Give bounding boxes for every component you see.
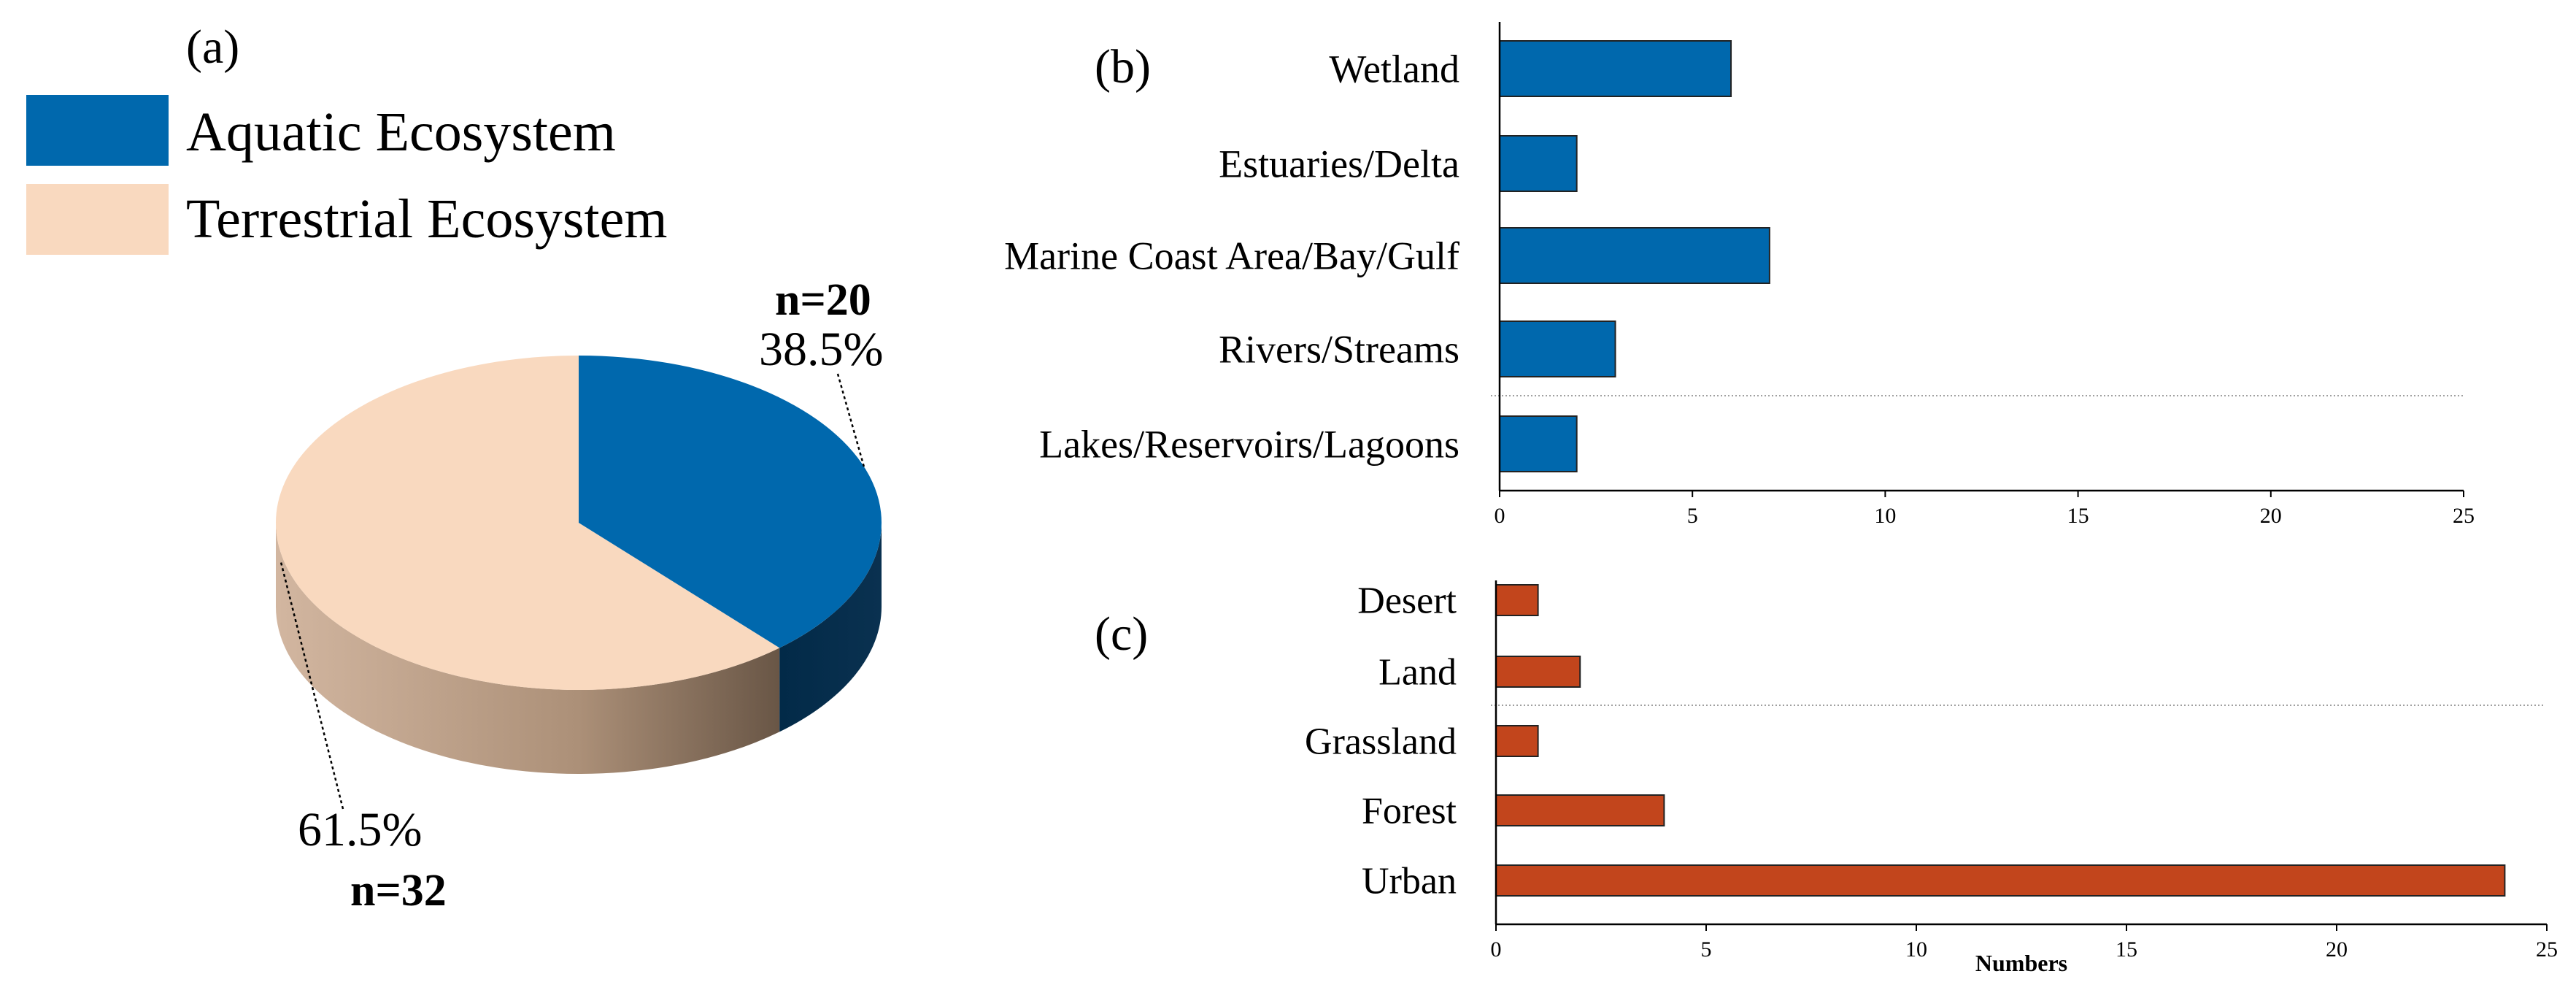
c-tick-label: 10 [1905, 937, 1927, 962]
c-bar-forest [1495, 794, 1665, 826]
pie-percent-label-terrestrial: 61.5% [298, 803, 422, 856]
legend-label-terrestrial: Terrestrial Ecosystem [186, 188, 667, 250]
c-category-label: Desert [1357, 580, 1457, 622]
b-tick-label: 0 [1495, 504, 1505, 528]
b-category-label: Marine Coast Area/Bay/Gulf [1004, 234, 1459, 277]
b-category-label: Lakes/Reservoirs/Lagoons [1039, 422, 1459, 466]
c-tick-label: 0 [1491, 937, 1502, 962]
panel-c-label: (c) [1095, 607, 1148, 661]
chart-c-xlabel: Numbers [1975, 950, 2067, 976]
b-tick-label: 5 [1687, 504, 1698, 528]
legend-swatch-aquatic [26, 95, 169, 166]
pie-n-label-aquatic: n=20 [775, 275, 871, 325]
panel-a-label: (a) [186, 20, 239, 74]
c-tick-label: 5 [1701, 937, 1712, 962]
pie-leader-terrestrial [279, 561, 344, 810]
c-tick-label: 25 [2536, 937, 2558, 962]
c-bar-urban [1495, 864, 2506, 897]
b-bar-wetland [1499, 40, 1732, 97]
pie-percent-label-aquatic: 38.5% [759, 323, 883, 376]
c-tick-label: 15 [2116, 937, 2137, 962]
b-tick-label: 25 [2453, 504, 2475, 528]
pie-panel: (a) Aquatic Ecosystem Terrestrial Ecosys… [26, 20, 883, 916]
panel-b-label: (b) [1095, 40, 1151, 93]
pie-leader-aquatic [836, 373, 866, 470]
b-tick-label: 15 [2067, 504, 2089, 528]
c-tick-label: 20 [2326, 937, 2348, 962]
b-category-label: Wetland [1329, 47, 1459, 91]
b-tick-label: 20 [2260, 504, 2282, 528]
pie-labels: n=20 38.5% 61.5% n=32 [279, 275, 883, 916]
bar-chart-aquatic: (b) Wetland Estuaries/Delta Marine Coast A… [1004, 22, 2475, 528]
legend-label-aquatic: Aquatic Ecosystem [186, 101, 616, 163]
b-bar-estuaries-delta [1499, 135, 1578, 192]
pie-n-label-terrestrial: n=32 [350, 866, 447, 916]
c-bar-desert [1495, 584, 1539, 616]
c-category-label: Forest [1362, 791, 1457, 832]
c-bar-land [1495, 656, 1581, 688]
c-category-label: Land [1378, 652, 1457, 694]
b-bar-marine-coast-area-bay-gulf [1499, 227, 1770, 284]
b-tick-label: 10 [1874, 504, 1896, 528]
pie-side-terrestrial [276, 523, 780, 774]
pie-3d [275, 356, 882, 774]
c-category-label: Grassland [1305, 721, 1457, 763]
pie-slice-terrestrial [275, 356, 780, 691]
b-bar-rivers-streams [1499, 321, 1616, 377]
b-bar-lakes-reservoirs-lagoons [1499, 415, 1578, 472]
bar-chart-terrestrial: (c) Desert Land Grassland Forest Urban 0 5 10 1… [1095, 580, 2558, 976]
c-bar-grassland [1495, 725, 1539, 757]
c-category-label: Urban [1362, 861, 1457, 902]
pie-slice-aquatic [579, 356, 882, 648]
legend-swatch-terrestrial [26, 184, 169, 255]
b-category-label: Rivers/Streams [1219, 327, 1459, 371]
b-category-label: Estuaries/Delta [1219, 142, 1459, 185]
pie-side-aquatic [779, 523, 882, 732]
pie-legend: Aquatic Ecosystem Terrestrial Ecosystem [26, 95, 667, 255]
